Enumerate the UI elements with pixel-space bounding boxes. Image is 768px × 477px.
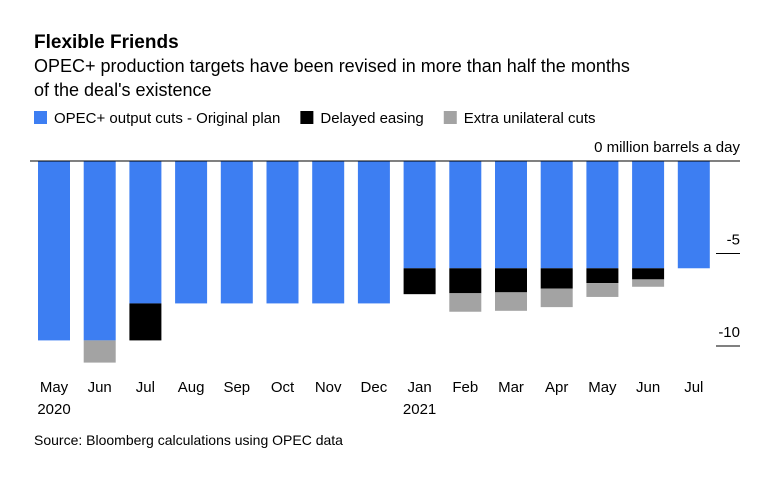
- bar: [83, 161, 116, 341]
- legend-swatch: [443, 111, 457, 124]
- legend-label: Delayed easing: [320, 110, 423, 127]
- x-tick-label: Dec: [361, 379, 388, 396]
- bar: [586, 161, 619, 269]
- x-tick-label: Apr: [545, 379, 568, 396]
- bar: [540, 161, 573, 269]
- x-tick-label: May: [40, 379, 69, 396]
- bar: [83, 340, 116, 363]
- x-tick-label: Jul: [136, 379, 155, 396]
- bar: [449, 161, 482, 269]
- source: Source: Bloomberg calculations using OPE…: [34, 432, 343, 448]
- bar: [632, 279, 665, 287]
- chart-title: Flexible Friends: [34, 32, 179, 53]
- bar: [449, 268, 482, 294]
- bar: [632, 161, 665, 269]
- bar: [632, 268, 665, 280]
- x-tick-year: 2021: [403, 401, 436, 418]
- bar: [357, 161, 390, 304]
- y-tick-label: -5: [727, 231, 740, 248]
- x-tick-label: Mar: [498, 379, 524, 396]
- x-tick-label: Jul: [684, 379, 703, 396]
- legend-swatch: [34, 111, 47, 124]
- y-tick-label: 0 million barrels a day: [594, 139, 740, 156]
- bar: [266, 161, 299, 304]
- x-tick-label: Feb: [452, 379, 478, 396]
- bar: [495, 268, 527, 293]
- bar: [586, 283, 619, 297]
- x-tick-label: Jan: [408, 379, 432, 396]
- bar: [129, 161, 162, 304]
- bar: [495, 161, 527, 269]
- bar: [495, 292, 527, 311]
- bar: [312, 161, 345, 304]
- bar: [175, 161, 208, 304]
- x-tick-label: Sep: [223, 379, 250, 396]
- bar: [540, 288, 573, 308]
- bar: [449, 293, 482, 312]
- bar: [403, 161, 436, 269]
- bar: [220, 161, 253, 304]
- x-tick-label: Nov: [315, 379, 342, 396]
- bar: [586, 268, 619, 284]
- x-tick-label: Oct: [271, 379, 295, 396]
- bar: [540, 268, 573, 289]
- legend-swatch: [300, 111, 314, 124]
- bar: [403, 268, 436, 295]
- legend-label: OPEC+ output cuts - Original plan: [54, 110, 280, 127]
- x-tick-year: 2020: [37, 401, 70, 418]
- x-tick-label: Jun: [636, 379, 660, 396]
- bar: [677, 161, 710, 269]
- x-tick-label: May: [588, 379, 617, 396]
- y-tick-label: -10: [718, 324, 740, 341]
- chart-subtitle: OPEC+ production targets have been revis…: [34, 56, 630, 100]
- x-tick-label: Aug: [178, 379, 205, 396]
- x-tick-label: Jun: [88, 379, 112, 396]
- bar: [38, 161, 70, 341]
- bar: [129, 303, 162, 341]
- legend-label: Extra unilateral cuts: [464, 110, 596, 127]
